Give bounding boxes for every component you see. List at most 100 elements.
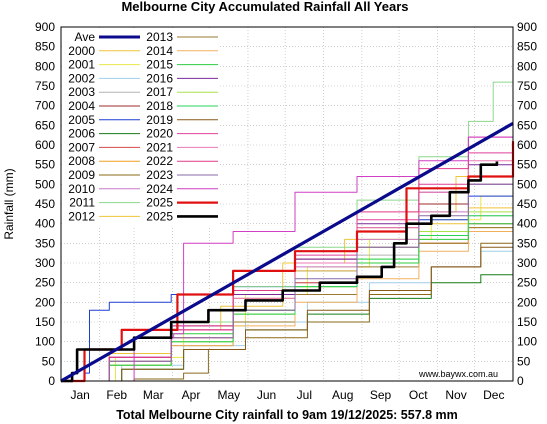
x-tick-label-aug: Aug [332,388,353,402]
x-tick-label-may: May [217,388,240,402]
y-tick-label-right: 150 [517,315,537,329]
legend-label: 2024 [146,182,173,196]
legend-label: 2006 [68,127,95,141]
legend-label: 2007 [68,140,95,154]
series-line-2023 [61,160,514,382]
legend-background [62,29,220,226]
series-line-2024 [61,70,514,382]
y-tick-label-right: 300 [517,256,537,270]
y-tick-label: 550 [35,158,55,172]
x-tick-label-jan: Jan [71,388,90,402]
y-tick-label-right: 850 [517,40,537,54]
legend-label: 2009 [68,168,95,182]
x-tick-label-apr: Apr [182,388,201,402]
legend-label: 2020 [146,127,173,141]
y-tick-label: 450 [35,197,55,211]
legend-label: 2021 [146,140,173,154]
series-lines [60,54,515,383]
y-tick-label-right: 650 [517,118,537,132]
series-line-2014 [61,219,514,382]
y-tick-label: 300 [35,256,55,270]
y-axis-label: Rainfall (mm) [2,168,16,239]
y-tick-label: 700 [35,99,55,113]
chart-title: Melbourne City Accumulated Rainfall All … [121,0,408,14]
legend-label: 2025 [146,196,173,210]
y-tick-label: 800 [35,59,55,73]
legend-label: 2015 [146,58,173,72]
y-tick-label-right: 900 [517,20,537,34]
y-tick-label: 50 [42,354,56,368]
x-tick-label-mar: Mar [143,388,164,402]
legend-label: 2017 [146,85,173,99]
y-tick-label-right: 350 [517,236,537,250]
legend-label: 2013 [146,30,173,44]
legend-label: 2023 [146,168,173,182]
x-tick-label-sep: Sep [370,388,392,402]
series-line-2009 [61,233,514,382]
y-tick-label: 850 [35,40,55,54]
y-tick-label: 0 [48,374,55,388]
legend-label: 2004 [68,99,95,113]
series-line-2007 [61,211,514,382]
plot-frame [60,26,514,382]
legend-label: 2019 [146,113,173,127]
y-tick-label-right: 100 [517,335,537,349]
legend-label: 2002 [68,71,95,85]
y-tick-label-right: 800 [517,59,537,73]
y-tick-label-right: 500 [517,177,537,191]
y-tick-label: 650 [35,118,55,132]
y-axis-ticks-left: 0 50 100 150 200 250 300 350 400 450 500 550 600 650 7… [35,20,55,388]
legend: Ave2000200120022003200420052006200720082… [62,29,220,226]
legend-label: 2008 [68,154,95,168]
legend-label: 2025 [146,209,173,223]
legend-label: 2001 [68,58,95,72]
y-tick-label-right: 750 [517,79,537,93]
series-line-2008 [61,219,514,382]
y-tick-label: 150 [35,315,55,329]
y-tick-label-right: 400 [517,217,537,231]
series-line-2003 [61,204,514,382]
y-tick-label: 500 [35,177,55,191]
y-tick-label: 400 [35,217,55,231]
y-tick-label: 900 [35,20,55,34]
y-tick-label: 100 [35,335,55,349]
legend-label: 2012 [68,209,95,223]
legend-label: 2005 [68,113,95,127]
series-line-2025 [61,161,499,383]
x-axis-month-labels: Jan Feb Mar Apr May Jun Jul Aug Sep Oct Nov Dec [71,388,505,402]
legend-label: 2000 [68,44,95,58]
y-tick-label-right: 600 [517,138,537,152]
y-tick-label-right: 200 [517,295,537,309]
x-tick-label-jun: Jun [257,388,276,402]
series-line-2015 [61,211,514,382]
legend-label: 2010 [68,182,95,196]
x-tick-label-nov: Nov [445,388,466,402]
series-line-2013 [61,219,514,382]
y-tick-label-right: 0 [517,374,524,388]
x-tick-label-feb: Feb [106,388,127,402]
legend-label: 2011 [69,196,95,210]
x-axis-label: Total Melbourne City rainfall to 9am 19/… [116,408,458,422]
series-line-2019 [61,233,514,382]
y-tick-label-right: 550 [517,158,537,172]
y-tick-label-right: 250 [517,276,537,290]
legend-label: 2003 [68,85,95,99]
series-line-Ave [60,121,514,383]
y-tick-label: 750 [35,79,55,93]
y-tick-label-right: 50 [517,354,531,368]
y-axis-ticks-right: 0 50 100 150 200 250 300 350 400 450 500 550 600 650 7… [517,20,537,388]
x-tick-label-oct: Oct [409,388,428,402]
y-tick-label: 200 [35,295,55,309]
x-tick-label-jul: Jul [297,388,312,402]
legend-label: 2016 [146,71,173,85]
legend-label: Ave [75,30,96,44]
y-tick-label: 600 [35,138,55,152]
y-tick-label-right: 700 [517,99,537,113]
legend-label: 2018 [146,99,173,113]
watermark: www.baywx.com.au [418,369,498,379]
legend-label: 2022 [146,154,173,168]
y-tick-label-right: 450 [517,197,537,211]
legend-label: 2014 [146,44,173,58]
y-tick-label: 250 [35,276,55,290]
